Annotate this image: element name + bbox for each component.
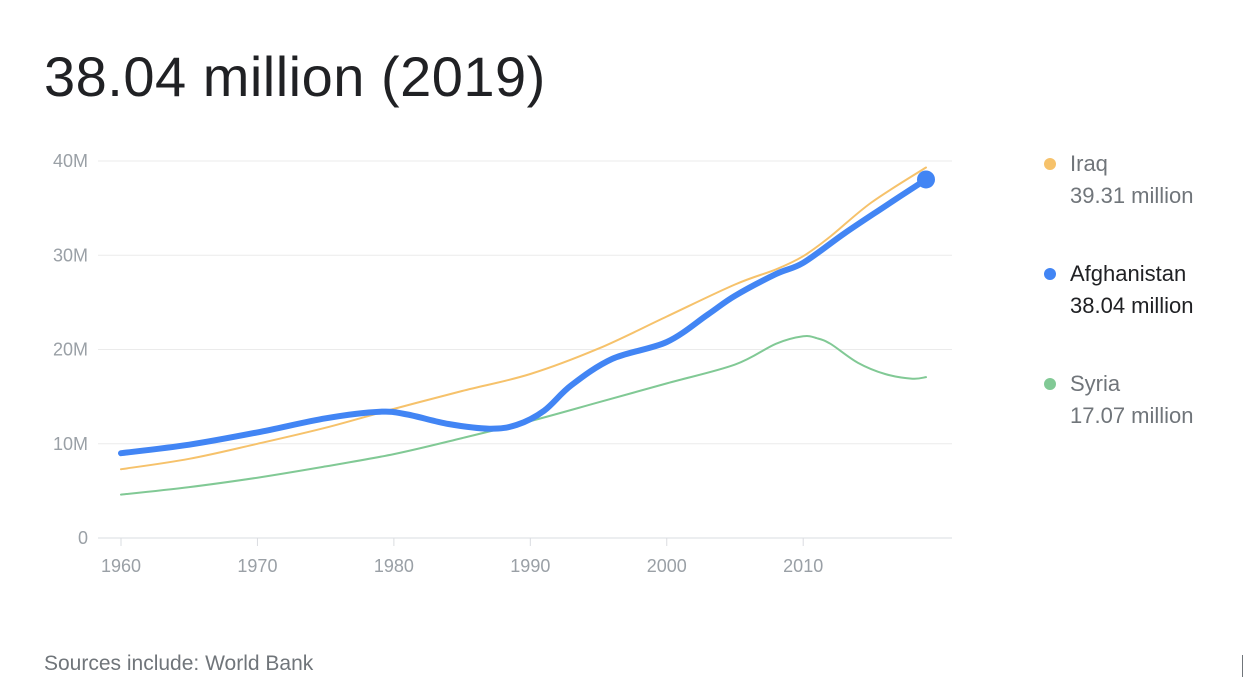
legend-name-iraq: Iraq: [1070, 151, 1108, 176]
x-tick-label: 1970: [237, 556, 277, 576]
highlight-marker: [917, 170, 935, 189]
grid-lines: [98, 160, 952, 539]
series-line-afghanistan: [118, 176, 929, 457]
legend-name-afghanistan: Afghanistan: [1070, 261, 1187, 286]
legend-value-iraq: 39.31 million: [1070, 183, 1194, 208]
legend-dot-iraq: [1044, 158, 1056, 170]
legend-item-afghanistan[interactable]: Afghanistan 38.04 million: [1044, 258, 1239, 322]
series-lines: [118, 166, 929, 496]
y-tick-label: 40M: [53, 151, 88, 171]
highlight-point[interactable]: [917, 170, 935, 189]
series-line-iraq: [120, 166, 927, 471]
legend-value-syria: 17.07 million: [1070, 403, 1194, 428]
y-tick-label: 20M: [53, 340, 88, 360]
x-tick-label: 2010: [783, 556, 823, 576]
edge-divider: [1242, 655, 1243, 677]
x-axis-ticks: 1960 1970 1980 1990 2000 2010: [101, 538, 823, 576]
legend: Iraq 39.31 million Afghanistan 38.04 mil…: [1044, 148, 1239, 478]
legend-name-syria: Syria: [1070, 371, 1121, 396]
y-tick-label: 10M: [53, 434, 88, 454]
y-tick-label: 0: [78, 528, 88, 548]
y-axis-ticks: 0 10M 20M 30M 40M: [53, 151, 88, 548]
x-tick-label: 1960: [101, 556, 141, 576]
series-line-syria: [120, 335, 927, 496]
page-title: 38.04 million (2019): [44, 45, 546, 108]
x-tick-label: 2000: [647, 556, 687, 576]
x-tick-label: 1990: [510, 556, 550, 576]
source-note: Sources include: World Bank: [44, 652, 314, 675]
legend-item-iraq[interactable]: Iraq 39.31 million: [1044, 148, 1239, 212]
y-tick-label: 30M: [53, 245, 88, 265]
x-tick-label: 1980: [374, 556, 414, 576]
legend-dot-syria: [1044, 378, 1056, 390]
legend-value-afghanistan: 38.04 million: [1070, 293, 1194, 318]
legend-item-syria[interactable]: Syria 17.07 million: [1044, 368, 1239, 432]
legend-dot-afghanistan: [1044, 268, 1056, 280]
